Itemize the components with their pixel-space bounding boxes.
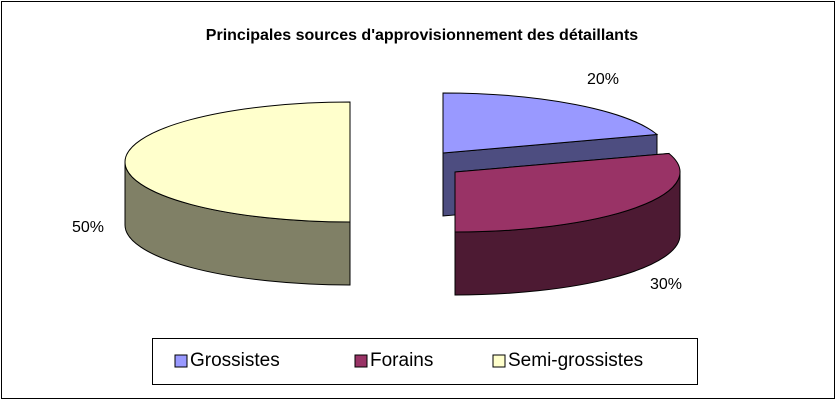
chart-title: Principales sources d'approvisionnement … bbox=[206, 27, 638, 44]
slice bbox=[454, 152, 681, 233]
slice bbox=[442, 92, 659, 154]
legend-label: Grossistes bbox=[190, 350, 280, 371]
legend-box bbox=[152, 338, 698, 385]
legend-swatch bbox=[354, 354, 368, 368]
legend-swatch bbox=[492, 354, 506, 368]
legend-swatch bbox=[174, 354, 188, 368]
slice bbox=[124, 101, 351, 223]
data-label: 50% bbox=[72, 219, 104, 236]
legend-label: Semi-grossistes bbox=[508, 350, 643, 371]
legend-label: Forains bbox=[370, 350, 433, 371]
data-label: 30% bbox=[650, 276, 682, 293]
data-label: 20% bbox=[587, 71, 619, 88]
